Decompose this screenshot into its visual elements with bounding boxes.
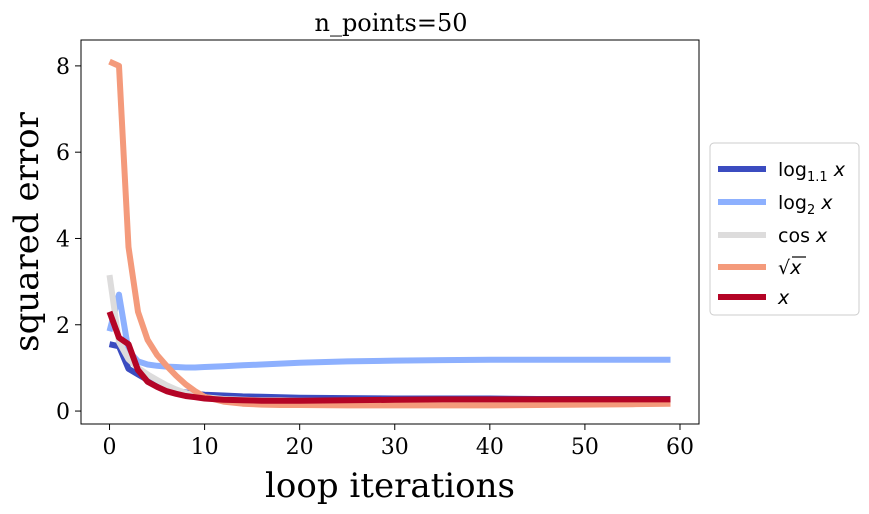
legend-item-cos: cos x <box>718 225 828 247</box>
series-line-4 <box>106 310 671 404</box>
x-tick-label: 60 <box>666 435 694 460</box>
series-line-1 <box>106 291 671 371</box>
chart-title: n_points=50 <box>314 9 467 37</box>
plot-frame <box>80 39 700 425</box>
y-tick-label: 4 <box>56 227 70 252</box>
x-tick-label: 0 <box>103 435 117 460</box>
x-tick-label: 30 <box>381 435 409 460</box>
y-tick-label: 6 <box>56 141 70 166</box>
legend-label: cos x <box>778 225 828 247</box>
y-tick-label: 2 <box>56 314 70 339</box>
y-axis-label: squared error <box>7 111 47 351</box>
series-line-2 <box>106 274 671 404</box>
legend-label: √x <box>778 257 802 279</box>
legend-label: x <box>777 287 790 309</box>
x-tick-label: 10 <box>191 435 219 460</box>
y-tick-label: 0 <box>56 400 70 425</box>
x-tick-label: 20 <box>286 435 314 460</box>
legend-item-log2: log2 x <box>718 192 833 218</box>
x-axis-label: loop iterations <box>265 466 515 506</box>
ticks-layer: 0 10 20 30 40 50 60 0 2 4 6 8 <box>56 55 694 460</box>
legend: log1.1 x log2 x cos x √x x <box>709 142 860 316</box>
legend-item-x: x <box>718 287 790 309</box>
x-tick-label: 50 <box>571 435 599 460</box>
legend-label: log2 x <box>778 192 833 218</box>
x-tick-label: 40 <box>476 435 504 460</box>
series-layer <box>106 58 671 409</box>
legend-item-sqrt: √x <box>718 256 806 279</box>
y-tick-label: 8 <box>56 55 70 80</box>
series-line-3 <box>108 58 671 409</box>
legend-item-log11: log1.1 x <box>718 159 846 185</box>
legend-frame <box>709 142 860 316</box>
